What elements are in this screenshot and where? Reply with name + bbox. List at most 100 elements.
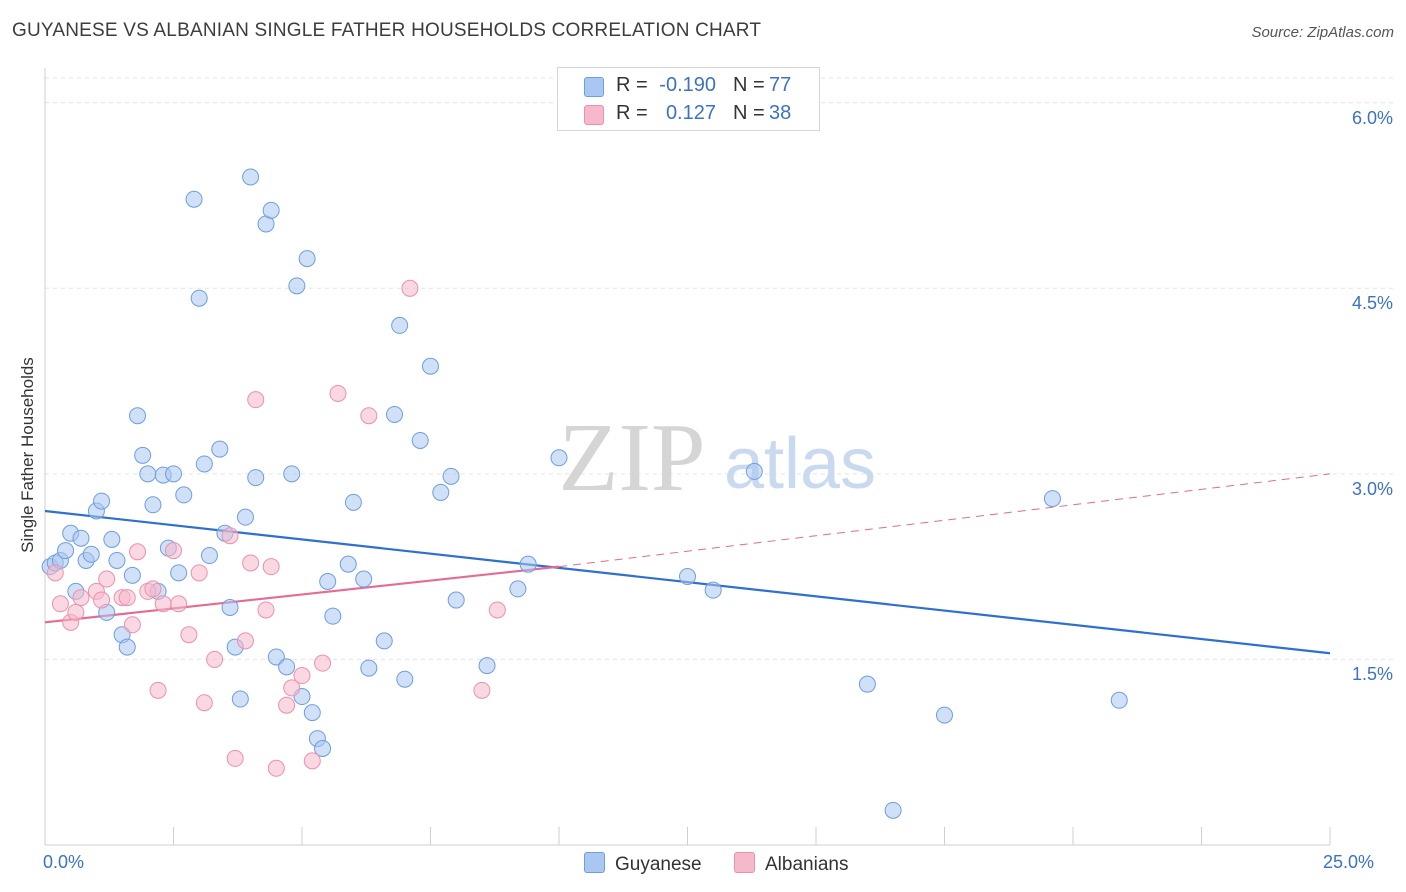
y-tick-label: 6.0% <box>1351 107 1393 128</box>
point-albanians <box>242 554 260 572</box>
legend-swatch-pink <box>584 105 604 125</box>
point-guyanese <box>344 493 362 511</box>
y-axis-label: Single Father Households <box>18 357 37 553</box>
point-albanians <box>401 279 419 297</box>
point-albanians <box>129 543 147 561</box>
point-guyanese <box>411 431 429 449</box>
point-guyanese <box>195 455 213 473</box>
y-tick-label: 4.5% <box>1351 293 1393 314</box>
point-albanians <box>149 681 167 699</box>
point-guyanese <box>165 465 182 483</box>
point-guyanese <box>360 659 378 677</box>
point-guyanese <box>339 555 357 573</box>
point-guyanese <box>170 564 188 582</box>
point-guyanese <box>422 357 439 375</box>
point-guyanese <box>200 547 218 565</box>
x-tick-label-max: 25.0% <box>1323 852 1375 872</box>
point-guyanese <box>884 801 902 819</box>
legend-n-label: N = <box>733 102 765 124</box>
bottom-legend-guyanese: Guyanese <box>584 852 702 876</box>
point-guyanese <box>144 496 162 514</box>
point-albanians <box>473 681 491 699</box>
point-guyanese <box>509 580 527 598</box>
point-guyanese <box>679 568 696 586</box>
point-albanians <box>118 589 136 607</box>
point-guyanese <box>745 462 763 480</box>
point-guyanese <box>93 492 111 510</box>
point-guyanese <box>288 277 306 295</box>
bottom-legend-swatch-pink <box>734 852 755 873</box>
point-guyanese <box>175 486 193 504</box>
point-albanians <box>221 527 239 545</box>
legend-swatch-blue <box>584 77 604 97</box>
point-albanians <box>488 601 506 619</box>
point-guyanese <box>123 566 141 584</box>
legend-r-value: -0.190 <box>659 74 716 96</box>
point-albanians <box>144 580 162 598</box>
point-albanians <box>67 603 85 621</box>
point-guyanese <box>190 289 208 307</box>
point-albanians <box>195 694 213 712</box>
point-albanians <box>257 601 275 619</box>
watermark-atlas: atlas <box>724 424 876 504</box>
point-guyanese <box>375 632 393 650</box>
point-albanians <box>226 749 244 767</box>
points-layer <box>41 168 1128 819</box>
point-guyanese <box>72 529 90 547</box>
point-albanians <box>72 589 90 607</box>
point-albanians <box>46 564 64 582</box>
point-albanians <box>278 696 296 714</box>
point-guyanese <box>134 446 152 464</box>
y-tick-label: 3.0% <box>1351 478 1393 499</box>
point-guyanese <box>1110 691 1128 709</box>
point-albanians <box>51 595 69 613</box>
point-guyanese <box>236 508 254 526</box>
point-guyanese <box>298 250 316 268</box>
point-albanians <box>303 752 321 770</box>
point-albanians <box>154 595 172 613</box>
point-guyanese <box>355 570 373 588</box>
axis-layer <box>44 68 1331 846</box>
bottom-legend-swatch-blue <box>584 852 605 873</box>
point-guyanese <box>185 190 203 208</box>
point-albanians <box>262 558 280 576</box>
point-guyanese <box>442 467 460 485</box>
point-guyanese <box>550 449 568 467</box>
point-albanians <box>206 650 224 668</box>
legend-row-guyanese: R = -0.190 N = 77 <box>558 71 819 101</box>
point-guyanese <box>139 465 157 483</box>
point-guyanese <box>247 469 265 487</box>
point-guyanese <box>314 740 332 758</box>
trendline-albanians <box>44 565 560 624</box>
point-guyanese <box>319 572 337 590</box>
chart-source: Source: ZipAtlas.com <box>1251 24 1394 41</box>
point-guyanese <box>432 483 450 501</box>
point-guyanese <box>324 607 342 625</box>
watermark-zip: ZIP <box>559 404 706 512</box>
point-albanians <box>93 591 111 609</box>
point-guyanese <box>283 465 301 483</box>
point-guyanese <box>108 551 126 569</box>
point-guyanese <box>82 545 100 563</box>
point-guyanese <box>704 581 722 599</box>
point-guyanese <box>118 638 136 656</box>
bottom-legend-albanians: Albanians <box>734 852 848 876</box>
point-albanians <box>170 595 188 613</box>
point-albanians <box>123 616 141 634</box>
point-guyanese <box>231 690 249 708</box>
point-guyanese <box>391 316 409 334</box>
point-guyanese <box>211 440 229 458</box>
point-guyanese <box>57 542 75 560</box>
legend-box: R = -0.190 N = 77 R = 0.127 N = 38 <box>557 67 820 131</box>
point-albanians <box>267 759 285 777</box>
legend-r-label: R = <box>616 74 648 96</box>
y-tick-label: 1.5% <box>1351 664 1393 685</box>
point-albanians <box>247 391 265 409</box>
legend-r-label: R = <box>616 102 648 124</box>
point-albanians <box>236 632 254 650</box>
legend-n-label: N = <box>733 74 765 96</box>
point-guyanese <box>396 670 414 688</box>
trendline-albanians-extension <box>558 473 1331 568</box>
point-albanians <box>283 679 301 697</box>
